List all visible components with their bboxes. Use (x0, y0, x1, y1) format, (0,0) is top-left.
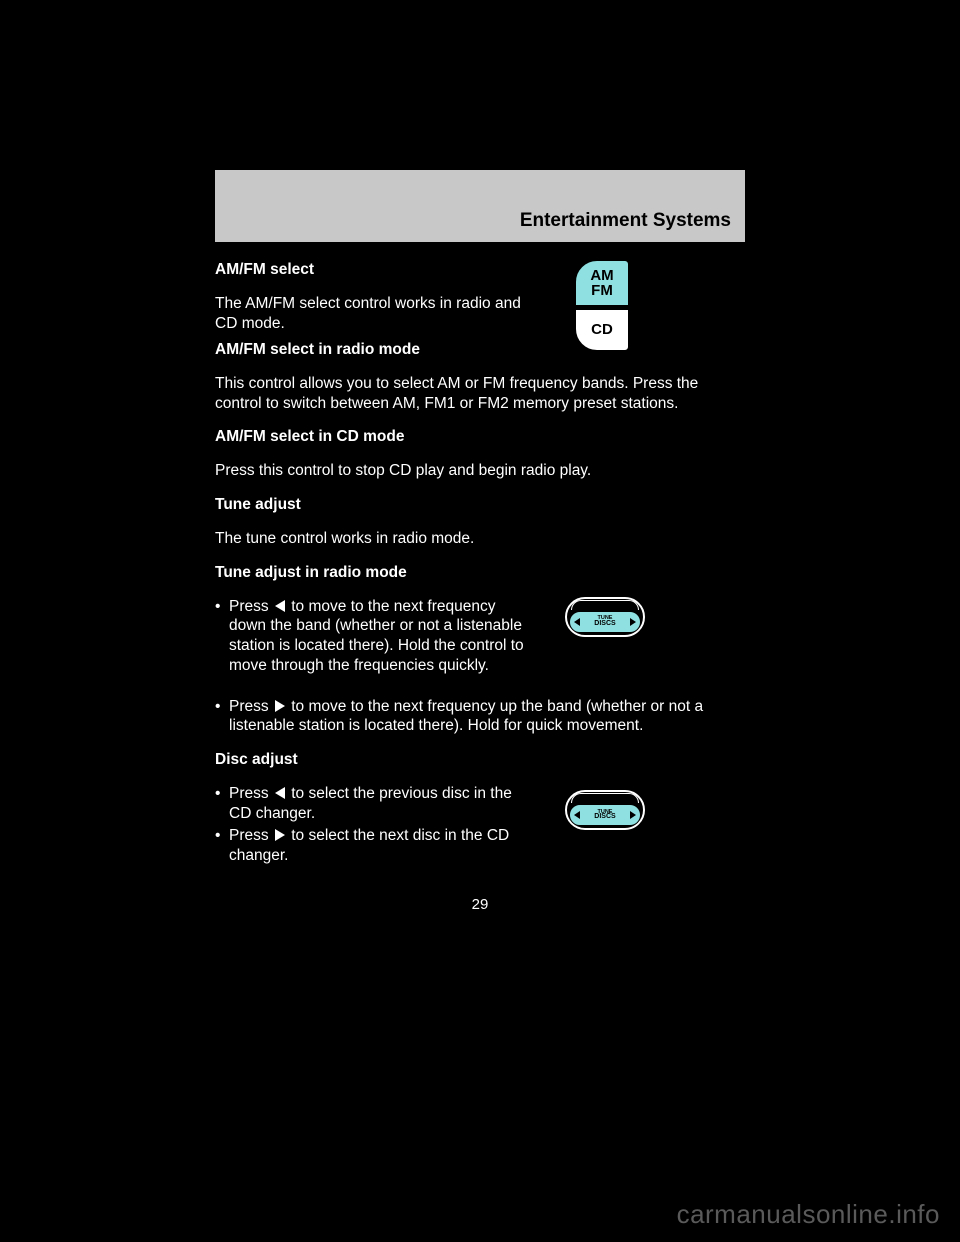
amfm-intro: The AM/FM select control works in radio … (215, 294, 535, 334)
fm-label: FM (591, 283, 613, 298)
tune-bullet-next: • Press to move to the next frequency up… (215, 697, 745, 737)
page-title: Entertainment Systems (520, 210, 731, 232)
tune-left-icon (574, 811, 580, 819)
disc-adjust-head: Disc adjust (215, 751, 298, 768)
tune-radio-mode-head: Tune adjust in radio mode (215, 564, 407, 581)
content-area: AM/FM select The AM/FM select control wo… (215, 242, 745, 915)
tune-intro: The tune control works in radio mode. (215, 529, 745, 549)
triangle-right-icon (275, 829, 285, 841)
amfm-radio-mode-head: AM/FM select in radio mode (215, 341, 420, 358)
cd-label: CD (591, 320, 613, 339)
amfm-cd-button: AM FM CD (575, 260, 629, 351)
triangle-right-icon (275, 700, 285, 712)
header-bar: Entertainment Systems (215, 170, 745, 242)
tune-bullet-prev: • Press to move to the next frequency do… (215, 597, 535, 676)
triangle-left-icon (275, 787, 285, 799)
page-number: 29 (215, 895, 745, 914)
amfm-cd-mode-body: Press this control to stop CD play and b… (215, 461, 745, 481)
triangle-left-icon (275, 600, 285, 612)
tune-right-icon (630, 618, 636, 626)
amfm-button-top: AM FM (575, 260, 629, 306)
cd-button-bottom: CD (575, 309, 629, 351)
am-label: AM (590, 268, 613, 283)
amfm-radio-mode-body: This control allows you to select AM or … (215, 374, 745, 414)
tune-left-icon (574, 618, 580, 626)
watermark: carmanualsonline.info (677, 1199, 940, 1230)
amfm-heading: AM/FM select (215, 260, 535, 280)
disc-bullet-prev: • Press to select the previous disc in t… (215, 784, 535, 824)
tune-adjust-head: Tune adjust (215, 496, 301, 513)
amfm-cd-mode-head: AM/FM select in CD mode (215, 428, 404, 445)
disc-bullet-next: • Press to select the next disc in the C… (215, 826, 535, 866)
tune-discs-button: TUNE DISCS (565, 790, 645, 830)
tune-discs-button: TUNE DISCS (565, 597, 645, 637)
tune-right-icon (630, 811, 636, 819)
